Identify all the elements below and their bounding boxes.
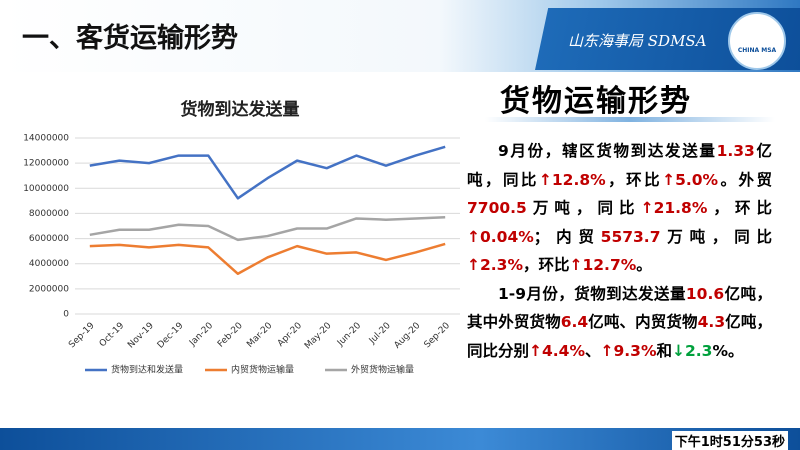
- text-segment: 万吨，同比: [526, 199, 641, 217]
- text-title: 货物运输形势: [500, 84, 692, 119]
- chart-title: 货物到达发送量: [181, 99, 300, 120]
- text-segment: 和: [656, 341, 673, 360]
- text-segment: 亿吨，同比: [467, 142, 772, 189]
- text-segment: 亿吨，同比分别: [467, 313, 772, 360]
- x-tick-label: Mar-20: [245, 321, 274, 350]
- text-segment: 1-9月份，货物到达发送量: [498, 284, 686, 303]
- line: [89, 215, 446, 242]
- x-tick-label: Dec-19: [156, 321, 186, 351]
- text-segment: ↑12.8%: [538, 170, 606, 189]
- emblem-text: CHINA MSA: [737, 47, 777, 54]
- y-tick-label: 6000000: [29, 234, 69, 244]
- line: [89, 145, 446, 200]
- text-segment: %。: [712, 341, 744, 360]
- x-tick-label: Jul-20: [367, 321, 393, 347]
- text-segment: 9月份，辖区货物到达发送量: [498, 142, 717, 160]
- x-tick-label: Nov-19: [126, 321, 156, 351]
- text-segment: 、: [585, 341, 601, 360]
- y-tick-label: 4000000: [29, 259, 69, 269]
- text-segment: ↑21.8%: [640, 199, 708, 217]
- text-segment: 亿吨、内贸货物: [588, 313, 698, 331]
- text-segment: 7700.5: [467, 199, 527, 217]
- text-segment: ↑12.7%: [569, 256, 637, 274]
- emblem: CHINA MSA: [728, 12, 786, 70]
- y-tick-label: 0: [63, 310, 69, 320]
- x-tick-label: Apr-20: [276, 321, 304, 349]
- legend-label: 内贸货物运输量: [231, 364, 294, 376]
- logo-text: 山东海事局 SDMSA: [568, 32, 707, 50]
- text-segment: ↑5.0%: [662, 170, 719, 189]
- text-segment: 10.6: [685, 284, 725, 303]
- underline: [485, 117, 775, 122]
- y-tick-label: 10000000: [23, 184, 69, 194]
- text-segment: ，环比: [522, 256, 570, 274]
- x-tick-label: May-20: [303, 321, 334, 352]
- clock: 下午1时51分53秒: [671, 431, 788, 450]
- text-segment: ，环比: [707, 199, 772, 217]
- y-tick-label: 12000000: [23, 159, 69, 169]
- text-segment: ↑4.4%: [529, 341, 585, 360]
- x-tick-label: Feb-20: [216, 321, 245, 350]
- x-tick-label: Jun-20: [335, 321, 363, 349]
- text-segment: ↑9.3%: [600, 341, 657, 360]
- text-segment: 万吨，同比: [660, 227, 773, 246]
- paragraph: 9月份，辖区货物到达发送量1.33亿吨，同比↑12.8%，环比↑5.0%。外贸7…: [467, 137, 772, 280]
- x-tick-label: Jan-20: [187, 321, 215, 349]
- text-segment: ↓2.3: [672, 341, 713, 360]
- text-segment: 4.3: [697, 313, 726, 331]
- slide-title: 一、客货运输形势: [22, 23, 238, 54]
- footer-band: 下午1时51分53秒: [0, 428, 800, 450]
- paragraph: 1-9月份，货物到达发送量10.6亿吨，其中外贸货物6.4亿吨、内贸货物4.3亿…: [467, 280, 772, 366]
- text-segment: 5573.7: [600, 227, 661, 246]
- y-tick-label: 8000000: [29, 209, 69, 219]
- x-tick-label: Aug-20: [393, 321, 423, 351]
- text-segment: ；内贸: [533, 227, 601, 246]
- chart: 货物到达发送量 0 2000000 4000000 6000000 8000000 100…: [23, 99, 460, 376]
- text-segment: ↑0.04%: [467, 227, 534, 246]
- legend-label: 外贸货物运输量: [351, 364, 414, 376]
- x-tick-label: Sep-20: [423, 321, 453, 351]
- text-segment: 1.33: [716, 142, 755, 160]
- text-segment: 6.4: [560, 313, 589, 331]
- text-segment: ↑2.3%: [467, 256, 523, 274]
- y-tick-label: 14000000: [23, 134, 69, 144]
- text-segment: ，环比: [605, 170, 663, 189]
- line: [89, 242, 446, 276]
- x-tick-label: Sep-19: [67, 321, 97, 351]
- y-tick-label: 2000000: [29, 284, 69, 294]
- text-segment: 。外贸: [718, 170, 772, 189]
- x-tick-label: Oct-19: [98, 321, 127, 350]
- text-segment: 。: [636, 256, 652, 274]
- legend-label: 货物到达和发送量: [111, 364, 183, 376]
- text-segment: 亿吨，其中外贸货物: [467, 284, 772, 332]
- text-body: 9月份，辖区货物到达发送量1.33亿吨，同比↑12.8%，环比↑5.0%。外贸7…: [467, 137, 772, 365]
